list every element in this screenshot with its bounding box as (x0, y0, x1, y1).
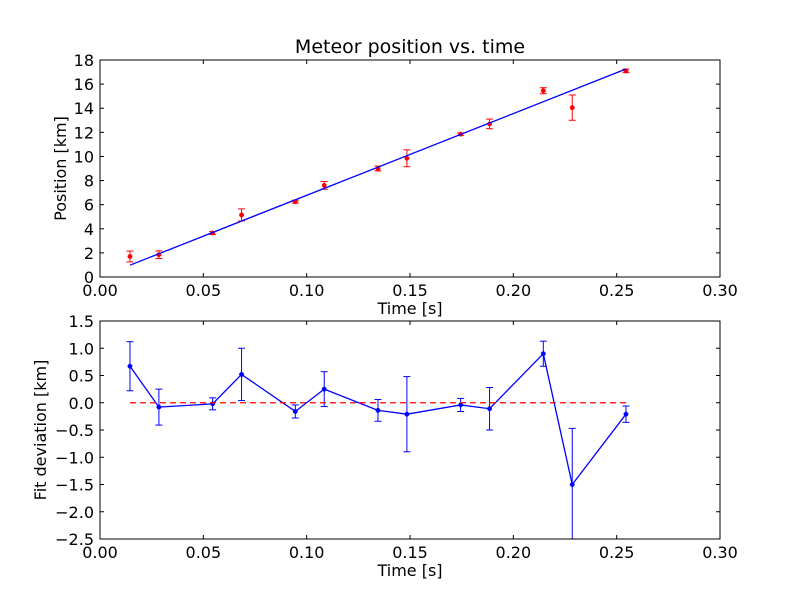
plot-frame (99, 59, 721, 278)
y-tick-label: 18 (74, 51, 94, 70)
x-tick-label: 0.20 (496, 543, 532, 562)
data-point (239, 212, 245, 218)
data-point (239, 371, 245, 377)
y-tick-label: 2 (84, 244, 94, 263)
data-point (404, 411, 410, 417)
x-tick-label: 0.10 (289, 281, 325, 300)
chart-title: Meteor position vs. time (295, 36, 525, 58)
y-tick-label: 0.5 (69, 367, 94, 386)
data-point (375, 407, 381, 413)
x-tick-label: 0.15 (392, 281, 428, 300)
x-tick-label: 0.10 (289, 543, 325, 562)
data-point (292, 409, 298, 414)
y-tick-label: 6 (84, 196, 94, 215)
y-tick-label: 16 (74, 75, 94, 94)
y-tick-label: 1.0 (69, 339, 94, 358)
data-point (156, 404, 162, 410)
x-tick-label: 0.25 (599, 281, 635, 300)
data-point (569, 482, 575, 487)
data-point (569, 105, 575, 111)
data-point (623, 411, 629, 417)
data-point (321, 386, 327, 392)
deviation-chart-ticks: 0.00 0.05 0.10 0.15 0.20 0.25 0.30 −2.5 −2.0 −1.5… (55, 312, 738, 562)
y-tick-label: 1.5 (69, 312, 94, 331)
data-point (127, 363, 133, 369)
y-tick-label: −1.5 (55, 476, 94, 495)
x-tick-label: 0.15 (392, 543, 428, 562)
y-tick-label: −2.0 (55, 503, 94, 522)
y-tick-label: −0.5 (55, 421, 94, 440)
y-tick-label: −2.5 (55, 530, 94, 549)
position-chart: Meteor position vs. time 0.00 0.05 0.10 0.1… (51, 36, 738, 318)
data-point (540, 88, 546, 94)
x-axis-label: Time [s] (376, 561, 442, 580)
data-point (321, 182, 327, 188)
position-chart-marks (126, 68, 630, 266)
y-tick-label: −1.0 (55, 448, 94, 467)
x-tick-label: 0.30 (702, 281, 738, 300)
x-tick-label: 0.00 (82, 543, 118, 562)
x-tick-label: 0.30 (702, 543, 738, 562)
x-axis-label: Time [s] (376, 299, 442, 318)
y-axis-label: Position [km] (51, 116, 70, 221)
data-point (540, 351, 546, 357)
deviation-chart: 0.00 0.05 0.10 0.15 0.20 0.25 0.30 −2.5 −2.0 −1.5… (31, 312, 738, 580)
y-tick-label: 0.0 (69, 394, 94, 413)
x-tick-label: 0.20 (496, 281, 532, 300)
x-tick-label: 0.25 (599, 543, 635, 562)
data-point (487, 406, 493, 412)
fit-line (129, 68, 627, 266)
data-point (127, 254, 133, 259)
x-tick-label: 0.05 (186, 543, 222, 562)
x-tick-label: 0.00 (82, 281, 118, 300)
x-tick-label: 0.05 (186, 281, 222, 300)
deviation-chart-marks (126, 340, 630, 539)
y-tick-label: 0 (84, 268, 94, 287)
y-tick-label: 12 (74, 123, 94, 142)
position-chart-ticks: 0.00 0.05 0.10 0.15 0.20 0.25 0.30 0 2 4 6 8 10 12 14 1… (74, 51, 738, 300)
y-tick-label: 4 (84, 220, 94, 239)
y-tick-label: 14 (74, 99, 94, 118)
y-tick-label: 10 (74, 147, 94, 166)
y-axis-label: Fit deviation [km] (31, 360, 50, 501)
plot-frame (99, 320, 721, 540)
y-tick-label: 8 (84, 172, 94, 191)
